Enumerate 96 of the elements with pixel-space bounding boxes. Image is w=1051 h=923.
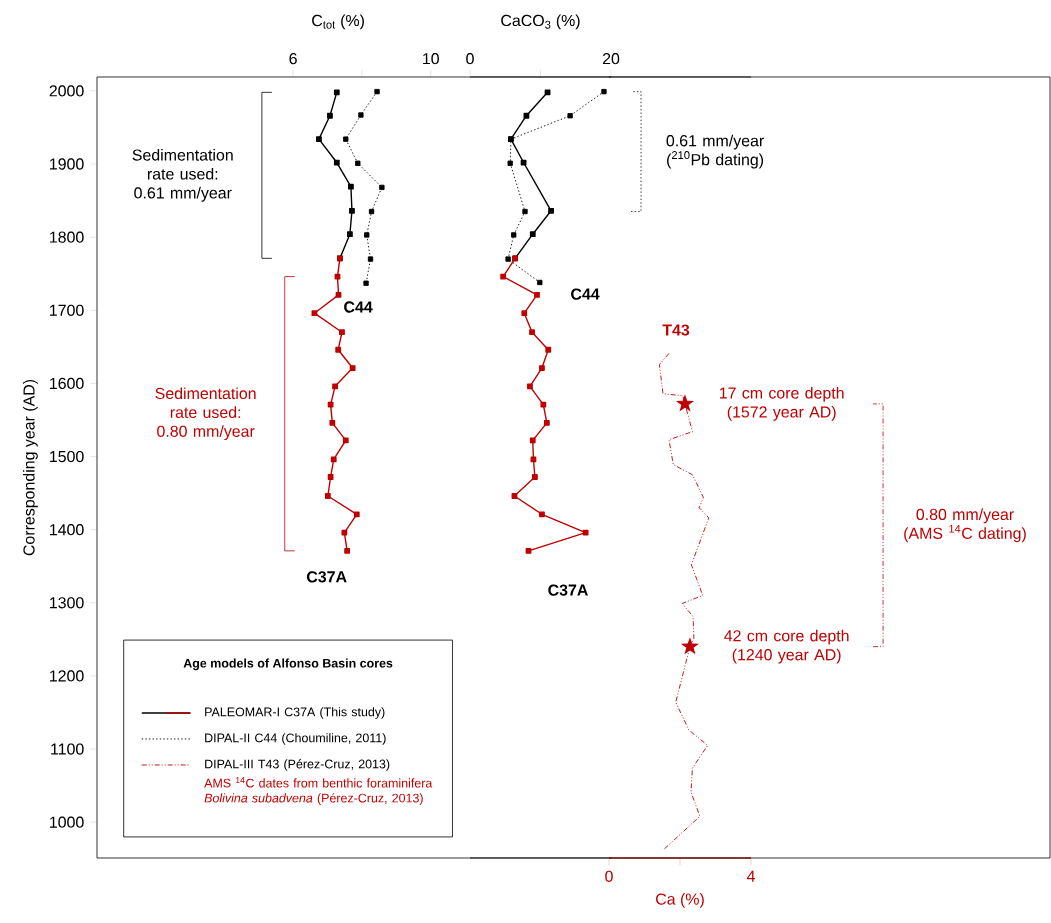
point xyxy=(529,437,536,444)
y-tick-label: 1700 xyxy=(50,304,84,316)
legend-title: Age models of Alfonso Basin cores xyxy=(183,658,393,671)
y-tick-label: 1300 xyxy=(50,597,84,609)
y-tick-label: 1100 xyxy=(51,743,84,755)
legend-label: DIPAL-II C44 (Choumiline, 2011) xyxy=(205,733,386,745)
point xyxy=(346,231,353,238)
y-tick-label: 1400 xyxy=(50,524,84,536)
point xyxy=(349,365,356,371)
x-tick-label: 0 xyxy=(466,52,474,65)
point xyxy=(329,419,336,426)
point xyxy=(330,456,337,463)
x-axis-title: CaCO$_{3}$ (%) xyxy=(501,14,580,30)
annotation: 0.80 mm/year (AMS $^{14}$C dating) xyxy=(904,508,1026,543)
annotation: C44 xyxy=(571,288,600,300)
y-tick-label: 1200 xyxy=(50,670,84,682)
point xyxy=(353,511,360,518)
x-tick-label: 4 xyxy=(746,870,755,882)
point xyxy=(311,310,318,317)
y-tick-label: 1800 xyxy=(50,231,84,243)
point xyxy=(332,383,338,390)
point xyxy=(358,112,364,118)
text: AMS $^{14}$C dates from benthic foraminifera Bolivina subadvena (Pérez-Cruz, 2013) xyxy=(204,777,433,805)
x-tick-label: 10 xyxy=(423,52,439,65)
point xyxy=(342,437,349,444)
point xyxy=(543,419,550,426)
y-tick-label: 1900 xyxy=(50,158,84,170)
annotation: C37A xyxy=(306,571,347,583)
point xyxy=(367,256,374,262)
x-tick-label: 0 xyxy=(605,870,613,882)
point xyxy=(567,113,573,119)
point xyxy=(529,329,535,336)
point xyxy=(601,88,607,95)
point xyxy=(507,160,513,166)
point xyxy=(341,529,348,536)
point xyxy=(327,474,334,480)
point xyxy=(537,279,543,286)
point xyxy=(531,474,538,480)
x-tick-label: 6 xyxy=(289,52,297,65)
point xyxy=(508,136,514,142)
point xyxy=(545,346,552,353)
point xyxy=(333,159,340,166)
point xyxy=(343,136,349,142)
point xyxy=(521,310,528,317)
text: DIPAL-III T43 (Pérez-Cruz, 2013) xyxy=(205,759,390,771)
x-axis-title: C$_{tot}$ (%) xyxy=(312,14,364,30)
point xyxy=(335,346,342,353)
point xyxy=(333,89,340,96)
point xyxy=(511,493,518,499)
point xyxy=(539,365,545,371)
point xyxy=(348,183,354,190)
x-tick-label: 20 xyxy=(602,52,620,65)
point xyxy=(379,184,385,191)
point xyxy=(525,547,532,554)
point xyxy=(363,280,369,286)
point xyxy=(349,207,355,214)
legend-label: PALEOMAR-I C37A (This study) xyxy=(205,707,385,719)
point xyxy=(327,401,334,408)
point xyxy=(339,329,345,336)
point xyxy=(505,256,511,262)
annotation: 42 cm core depth (1240 year AD) xyxy=(724,629,849,664)
point xyxy=(500,273,507,280)
annotation: C37A xyxy=(548,584,588,596)
y-tick-label: 2000 xyxy=(49,85,84,97)
annotation: 0.61 mm/year ($^{210}$Pb dating) xyxy=(666,134,764,169)
point xyxy=(539,511,545,518)
y-tick-label: 1600 xyxy=(50,377,84,390)
point xyxy=(368,208,375,215)
point xyxy=(523,112,530,119)
point xyxy=(511,232,517,238)
point xyxy=(335,292,342,298)
y-tick-label: 1500 xyxy=(50,450,84,463)
point xyxy=(548,207,554,214)
annotation: 17 cm core depth (1572 year AD) xyxy=(720,386,844,421)
point xyxy=(344,547,351,554)
point xyxy=(529,231,536,238)
annotation: Sedimentation rate used: 0.61 mm/year xyxy=(132,148,233,202)
point xyxy=(327,112,333,119)
point xyxy=(374,88,380,95)
point xyxy=(540,401,547,408)
point xyxy=(527,383,533,390)
point xyxy=(544,89,551,96)
point xyxy=(522,208,528,215)
y-tick-label: 1000 xyxy=(50,816,84,828)
point xyxy=(534,292,540,298)
point xyxy=(355,160,361,166)
point xyxy=(334,273,341,280)
annotation: T43 xyxy=(662,324,690,336)
point xyxy=(582,529,589,536)
annotation: Sedimentation rate used: 0.80 mm/year xyxy=(155,387,256,441)
point xyxy=(324,493,331,499)
y-axis-title: Corresponding year (AD) xyxy=(22,379,38,556)
point xyxy=(316,136,322,143)
x-axis-title: Ca (%) xyxy=(656,893,704,908)
annotation: C44 xyxy=(344,301,373,313)
point xyxy=(364,232,370,238)
